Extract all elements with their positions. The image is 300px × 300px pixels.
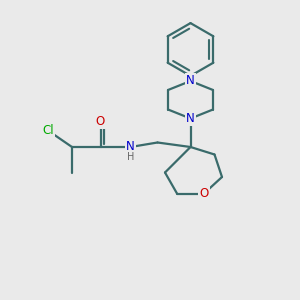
Text: N: N	[126, 140, 135, 154]
Text: N: N	[186, 112, 195, 125]
Text: O: O	[200, 187, 208, 200]
Text: O: O	[96, 115, 105, 128]
Text: H: H	[127, 152, 134, 162]
Text: Cl: Cl	[42, 124, 54, 137]
Text: N: N	[186, 74, 195, 88]
